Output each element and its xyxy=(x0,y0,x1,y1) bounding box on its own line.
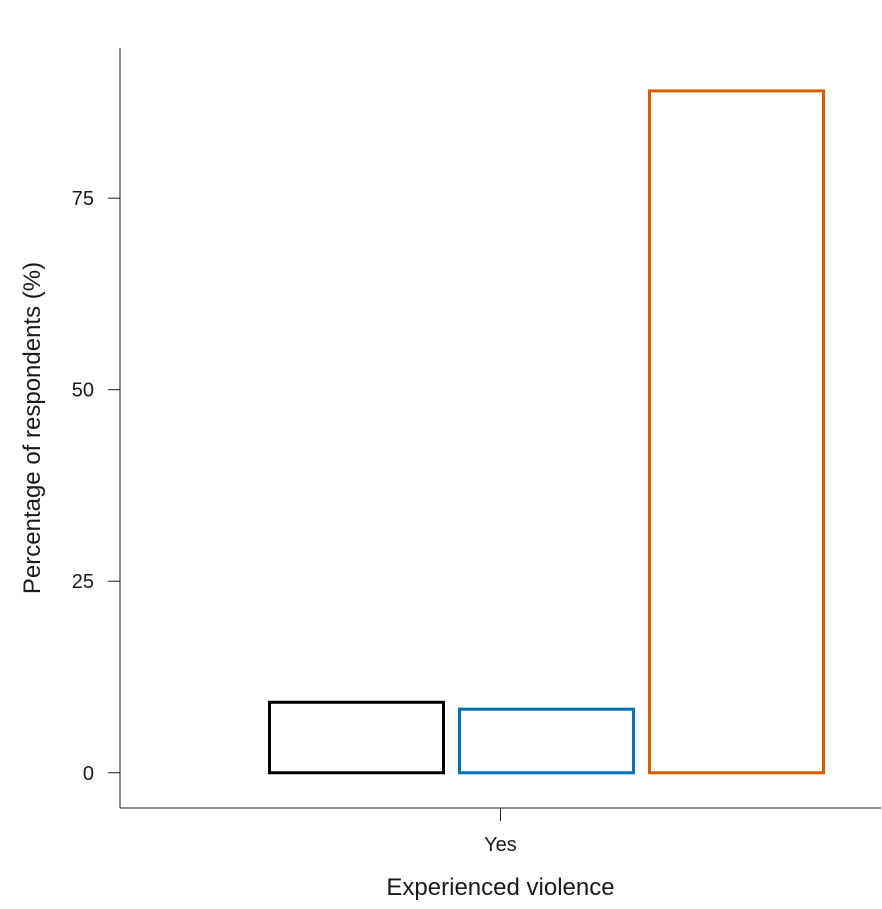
bars xyxy=(268,89,825,775)
bar-series-3 xyxy=(648,89,825,775)
y-tick-label: 25 xyxy=(72,571,94,593)
y-tick-label: 75 xyxy=(72,188,94,210)
x-axis: Yes xyxy=(120,807,881,856)
x-tick-label: Yes xyxy=(484,834,517,856)
y-axis-title: Percentage of respondents (%) xyxy=(19,262,46,594)
x-axis-title: Experienced violence xyxy=(386,874,614,901)
bar-series-1 xyxy=(268,700,445,775)
y-tick-label: 50 xyxy=(72,380,94,402)
y-axis: 0 25 50 75 xyxy=(72,48,121,808)
bar-series-2 xyxy=(458,707,635,775)
y-tick-label: 0 xyxy=(83,763,94,785)
